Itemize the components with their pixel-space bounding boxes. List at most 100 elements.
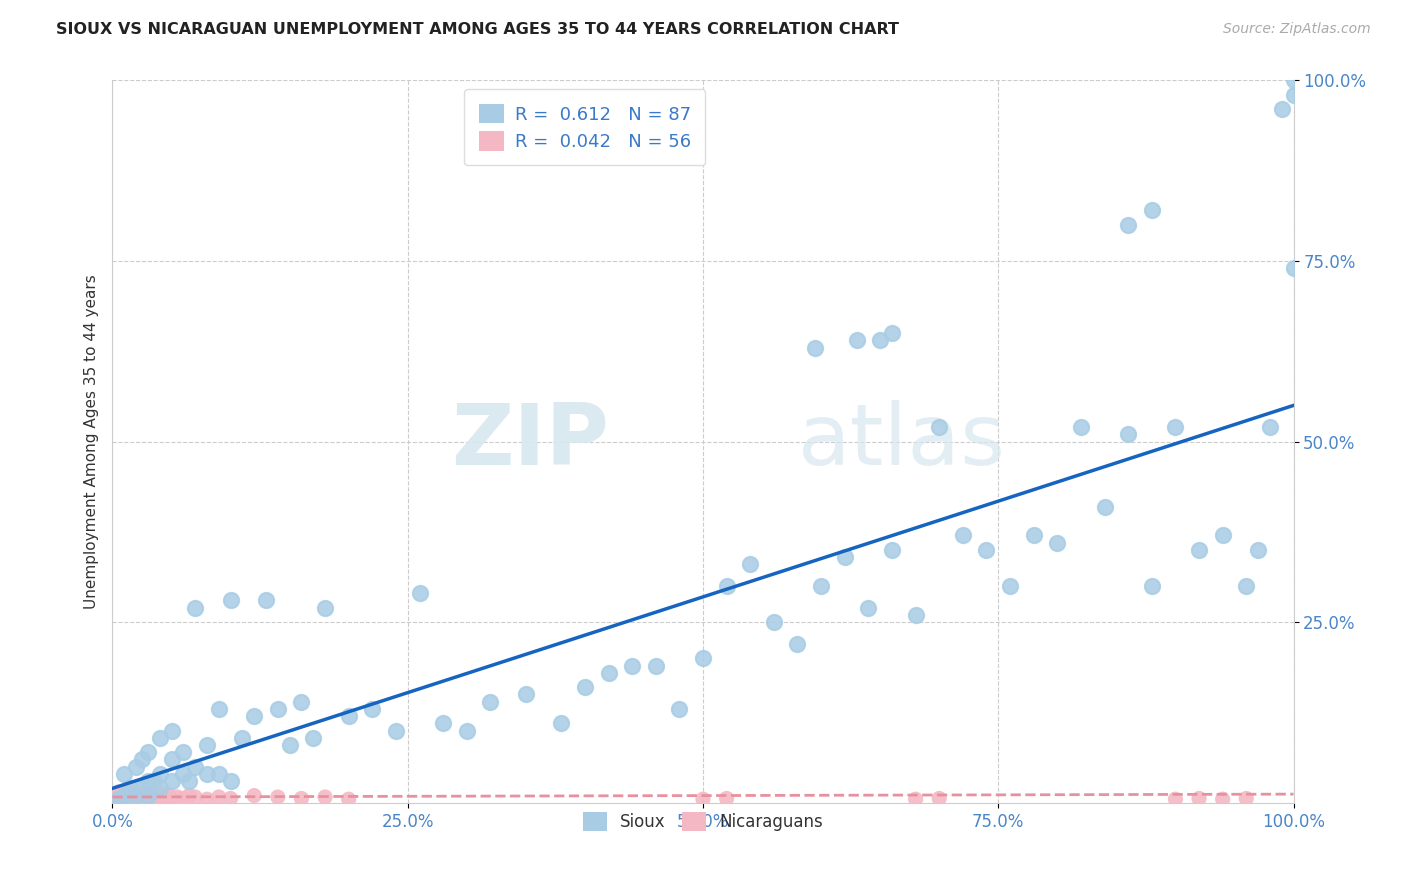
Legend: Sioux, Nicaraguans: Sioux, Nicaraguans — [576, 805, 830, 838]
Point — [998, 579, 1021, 593]
Point — [184, 600, 207, 615]
Point — [302, 731, 325, 745]
Point — [432, 716, 454, 731]
Point — [172, 767, 194, 781]
Point — [120, 781, 142, 796]
Point — [1271, 102, 1294, 116]
Point — [208, 767, 231, 781]
Point — [952, 528, 974, 542]
Point — [1282, 73, 1305, 87]
Point — [254, 593, 277, 607]
Point — [314, 790, 336, 805]
Point — [1140, 579, 1163, 593]
Point — [1046, 535, 1069, 549]
Point — [243, 709, 266, 723]
Point — [155, 790, 177, 805]
Point — [128, 787, 150, 801]
Point — [195, 738, 218, 752]
Point — [1188, 542, 1211, 557]
Point — [1282, 261, 1305, 276]
Point — [1212, 792, 1234, 806]
Point — [115, 790, 138, 805]
Text: SIOUX VS NICARAGUAN UNEMPLOYMENT AMONG AGES 35 TO 44 YEARS CORRELATION CHART: SIOUX VS NICARAGUAN UNEMPLOYMENT AMONG A… — [56, 22, 900, 37]
Point — [179, 789, 201, 803]
Point — [142, 774, 165, 789]
Point — [184, 760, 207, 774]
Point — [172, 791, 194, 805]
Point — [1070, 420, 1092, 434]
Point — [1282, 87, 1305, 102]
Point — [845, 334, 868, 348]
Point — [1116, 427, 1139, 442]
Text: ZIP: ZIP — [451, 400, 609, 483]
Point — [1212, 528, 1234, 542]
Point — [136, 790, 159, 805]
Point — [1188, 791, 1211, 805]
Point — [117, 791, 139, 805]
Point — [125, 760, 148, 774]
Point — [131, 781, 153, 796]
Point — [337, 792, 360, 806]
Point — [135, 789, 157, 803]
Point — [208, 790, 231, 805]
Point — [786, 637, 808, 651]
Point — [314, 600, 336, 615]
Point — [621, 658, 644, 673]
Point — [1164, 792, 1187, 806]
Point — [121, 792, 143, 806]
Point — [1234, 579, 1257, 593]
Point — [515, 687, 537, 701]
Point — [111, 789, 134, 803]
Text: Source: ZipAtlas.com: Source: ZipAtlas.com — [1223, 22, 1371, 37]
Point — [1140, 203, 1163, 218]
Point — [550, 716, 572, 731]
Point — [149, 767, 172, 781]
Point — [456, 723, 478, 738]
Point — [880, 542, 903, 557]
Point — [107, 790, 129, 805]
Point — [692, 651, 714, 665]
Point — [574, 680, 596, 694]
Point — [1247, 542, 1270, 557]
Point — [124, 791, 146, 805]
Point — [125, 789, 148, 803]
Point — [131, 752, 153, 766]
Point — [267, 702, 290, 716]
Point — [120, 790, 142, 805]
Point — [132, 791, 155, 805]
Point — [1116, 218, 1139, 232]
Point — [195, 767, 218, 781]
Point — [869, 334, 891, 348]
Text: atlas: atlas — [797, 400, 1005, 483]
Point — [120, 787, 142, 801]
Point — [716, 791, 738, 805]
Point — [880, 326, 903, 340]
Point — [716, 579, 738, 593]
Point — [1258, 420, 1281, 434]
Point — [127, 792, 149, 806]
Point — [928, 420, 950, 434]
Point — [131, 785, 153, 799]
Point — [115, 782, 138, 797]
Point — [219, 774, 242, 789]
Point — [112, 787, 135, 801]
Point — [1094, 500, 1116, 514]
Y-axis label: Unemployment Among Ages 35 to 44 years: Unemployment Among Ages 35 to 44 years — [83, 274, 98, 609]
Point — [290, 695, 312, 709]
Point — [122, 785, 145, 799]
Point — [105, 792, 128, 806]
Point — [146, 790, 169, 805]
Point — [160, 774, 183, 789]
Point — [858, 600, 880, 615]
Point — [1022, 528, 1045, 542]
Point — [1234, 791, 1257, 805]
Point — [112, 789, 135, 803]
Point — [208, 702, 231, 716]
Point — [118, 789, 141, 803]
Point — [976, 542, 998, 557]
Point — [114, 792, 136, 806]
Point — [219, 593, 242, 607]
Point — [904, 607, 927, 622]
Point — [361, 702, 384, 716]
Point — [290, 791, 312, 805]
